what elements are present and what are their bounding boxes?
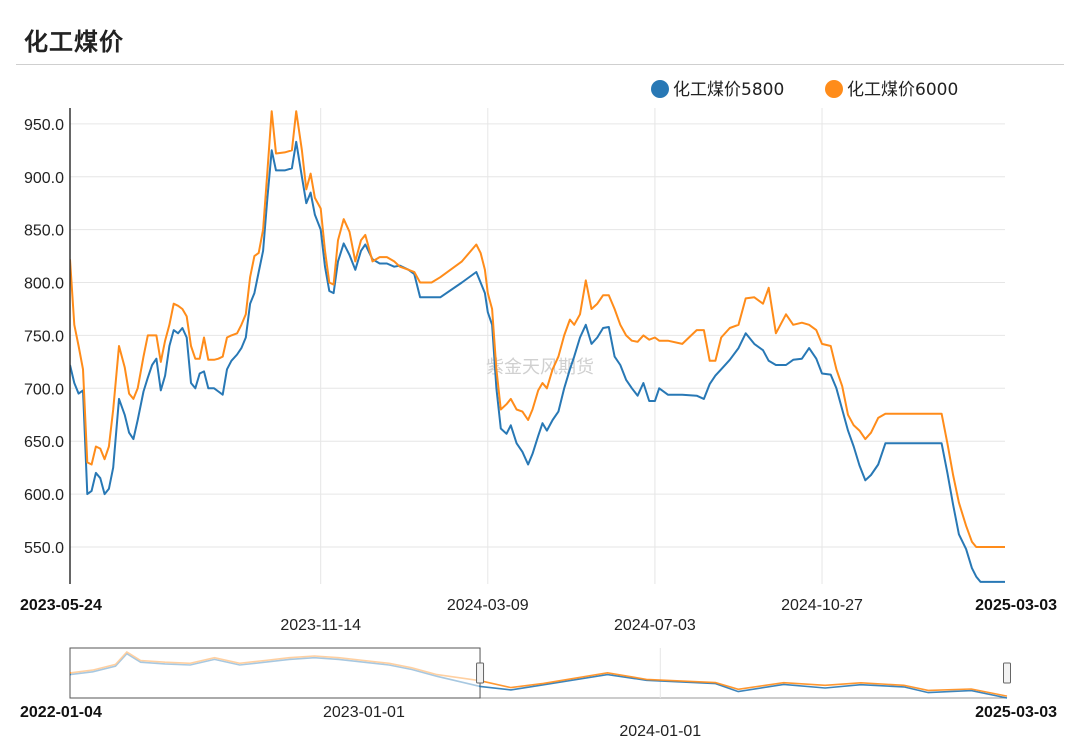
series-line-5800[interactable] xyxy=(70,140,1005,583)
x-tick-label: 2023-05-24 xyxy=(20,597,102,614)
series-line-6000[interactable] xyxy=(70,110,1005,548)
y-tick-label: 800.0 xyxy=(24,276,64,293)
y-tick-label: 850.0 xyxy=(24,223,64,240)
y-tick-label: 650.0 xyxy=(24,434,64,451)
legend-item-5800[interactable]: 化工煤价5800 xyxy=(651,80,784,100)
y-tick-label: 700.0 xyxy=(24,381,64,398)
legend-item-6000[interactable]: 化工煤价6000 xyxy=(825,80,958,100)
navigator-handle-right[interactable] xyxy=(1003,662,1011,684)
watermark-text: 紫金天风期货 xyxy=(486,357,594,378)
legend-marker-icon xyxy=(825,80,843,98)
legend[interactable]: 化工煤价5800 化工煤价6000 xyxy=(651,80,958,100)
x-tick-label: 2024-10-27 xyxy=(781,597,863,614)
x-tick-label: 2025-03-03 xyxy=(975,597,1057,614)
page-title: 化工煤价 xyxy=(24,28,124,56)
y-tick-label: 550.0 xyxy=(24,540,64,557)
axes: 550.0 600.0 650.0 700.0 750.0 800.0 850.0 900.0… xyxy=(20,108,1057,634)
legend-marker-icon xyxy=(651,80,669,98)
x-tick-label: 2023-11-14 xyxy=(280,617,361,634)
x-tick-label: 2024-07-03 xyxy=(614,617,696,634)
navigator-date-label: 2022-01-04 xyxy=(20,704,102,721)
navigator-dim xyxy=(71,649,480,697)
navigator-date-label: 2024-01-01 xyxy=(619,723,701,740)
y-tick-label: 950.0 xyxy=(24,117,64,134)
navigator-date-label: 2025-03-03 xyxy=(975,704,1057,721)
y-tick-label: 750.0 xyxy=(24,328,64,345)
grid xyxy=(70,108,1005,584)
y-tick-label: 600.0 xyxy=(24,487,64,504)
y-tick-label: 900.0 xyxy=(24,170,64,187)
range-navigator[interactable]: 2022-01-04 2023-01-01 2024-01-01 2025-03-03 xyxy=(20,647,1057,740)
legend-label: 化工煤价6000 xyxy=(847,80,958,100)
navigator-handle-left[interactable] xyxy=(476,662,485,684)
navigator-date-label: 2023-01-01 xyxy=(323,704,405,721)
series-lines xyxy=(70,110,1005,583)
title-divider xyxy=(16,64,1064,65)
x-tick-label: 2024-03-09 xyxy=(447,597,529,614)
legend-label: 化工煤价5800 xyxy=(673,80,784,100)
